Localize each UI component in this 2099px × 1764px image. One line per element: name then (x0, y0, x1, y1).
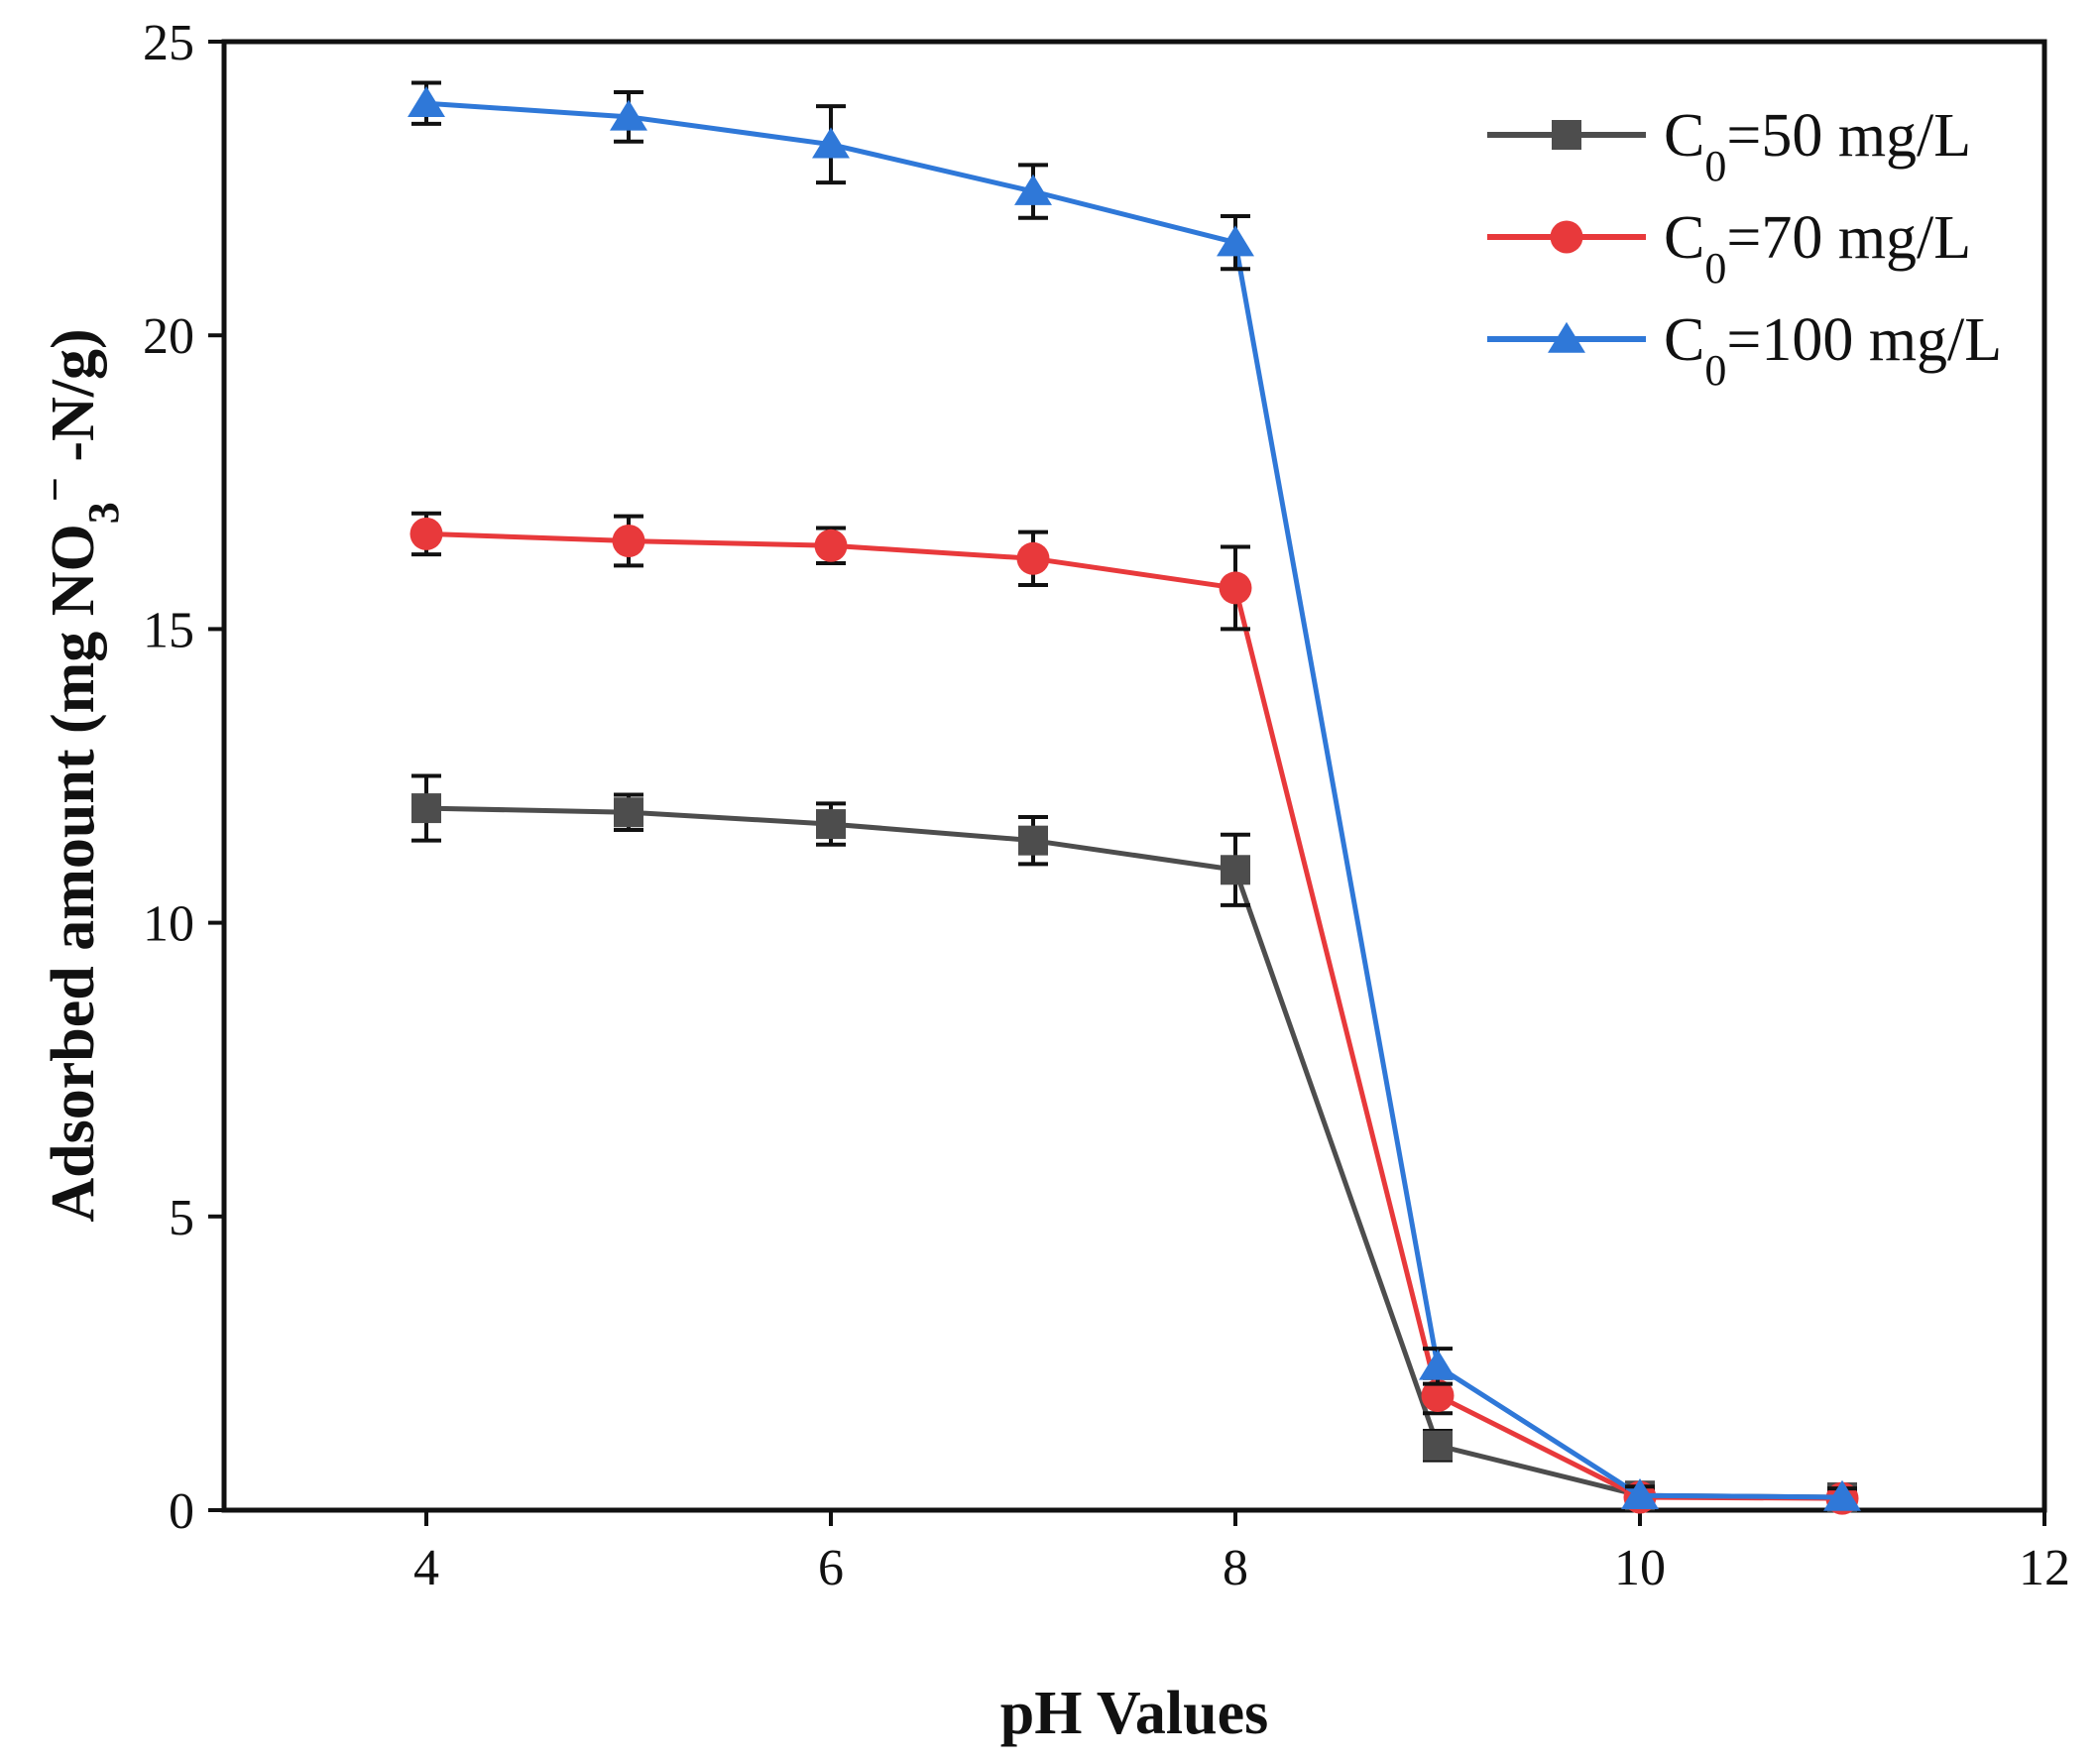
data-point (1823, 1479, 1861, 1511)
legend-item-2: C0=70 mg/L (1487, 204, 1971, 293)
data-point (1219, 571, 1252, 605)
data-point (610, 99, 647, 131)
data-point (812, 127, 850, 159)
data-point (1014, 174, 1052, 205)
series-line (425, 100, 1843, 1500)
series-2 (409, 511, 1859, 1515)
y-axis-title-group: Adsorbed amount (mg NO3− -N/g) (31, 328, 128, 1222)
x-tick-label: 4 (413, 1540, 439, 1596)
data-point (1018, 825, 1048, 856)
y-axis-title: Adsorbed amount (mg NO3− -N/g) (31, 328, 128, 1222)
data-point (614, 797, 643, 828)
legend-label-rest: =50 mg/L (1726, 102, 1971, 170)
x-tick-label: 12 (2019, 1540, 2070, 1596)
legend-marker (1550, 220, 1583, 254)
data-point (1621, 1477, 1659, 1509)
legend-marker (1552, 120, 1581, 150)
series-line (425, 530, 1843, 1501)
x-tick-label: 8 (1223, 1540, 1248, 1596)
legend-label: C0=50 mg/L (1664, 102, 1971, 190)
data-point (814, 529, 848, 562)
legend-label: C0=70 mg/L (1664, 204, 1971, 293)
data-point (612, 525, 645, 558)
series-3 (408, 80, 1861, 1511)
legend-label-subscript: 0 (1704, 142, 1726, 190)
data-point (1419, 1349, 1457, 1380)
data-point (1421, 1378, 1455, 1412)
legend-label-main: C (1664, 204, 1704, 272)
data-point (408, 85, 445, 118)
chart-marks: 4 6 8 10 12 0 5 10 15 20 25 (143, 15, 2070, 1596)
y-axis-title-subscript: 3 (79, 502, 128, 524)
x-tick-label: 10 (1614, 1540, 1666, 1596)
data-point (816, 809, 846, 840)
data-point (1016, 541, 1050, 575)
data-point (1221, 855, 1250, 885)
legend-marker (1548, 321, 1585, 353)
series-1 (411, 773, 1857, 1512)
legend-label-rest: =70 mg/L (1726, 204, 1971, 272)
y-tick-label: 25 (143, 15, 194, 71)
y-tick-label: 0 (169, 1483, 194, 1540)
y-axis-title-suffix: -N/g) (40, 328, 107, 477)
y-tick-label: 10 (143, 896, 194, 953)
legend-item-1: C0=50 mg/L (1487, 102, 1971, 190)
legend-label: C0=100 mg/L (1664, 306, 2002, 395)
series-line (425, 805, 1843, 1500)
plot-area-frame (221, 39, 2047, 1513)
y-tick-label: 20 (143, 308, 194, 365)
x-axis-title: pH Values (1000, 1680, 1269, 1747)
y-tick-label: 15 (143, 602, 194, 658)
legend-label-rest: =100 mg/L (1726, 306, 2002, 374)
data-point (1423, 1430, 1453, 1461)
data-point (411, 793, 441, 824)
data-point (1217, 225, 1254, 257)
legend-label-subscript: 0 (1704, 244, 1726, 293)
y-axis-title-prefix: Adsorbed amount (mg NO (40, 524, 107, 1222)
legend-label-main: C (1664, 102, 1704, 170)
data-point (409, 517, 443, 550)
y-tick-label: 5 (169, 1190, 194, 1246)
legend: C0=50 mg/LC0=70 mg/LC0=100 mg/L (1487, 102, 2002, 395)
x-tick-label: 6 (818, 1540, 844, 1596)
y-axis-title-superscript: − (31, 477, 79, 502)
legend-label-subscript: 0 (1704, 346, 1726, 395)
legend-item-3: C0=100 mg/L (1487, 306, 2002, 395)
legend-label-main: C (1664, 306, 1704, 374)
